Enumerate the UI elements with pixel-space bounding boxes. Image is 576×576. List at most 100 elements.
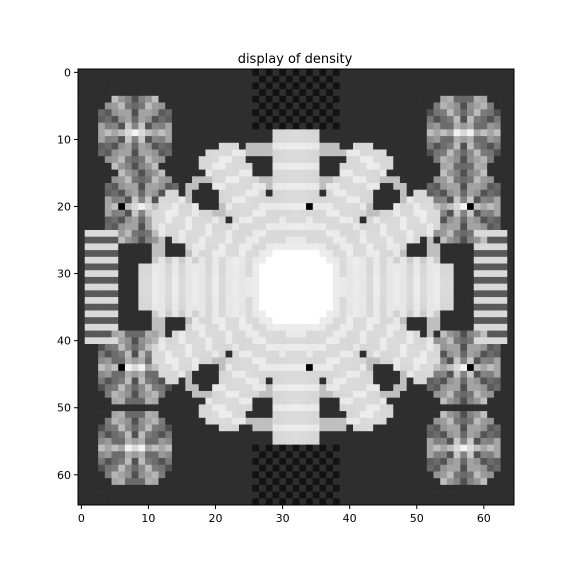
heatmap-cell	[124, 390, 133, 399]
heatmap-cell	[366, 357, 374, 365]
heatmap-cell	[91, 256, 99, 264]
heatmap-cell	[145, 357, 153, 365]
heatmap-cell	[346, 142, 354, 150]
heatmap-cell	[138, 102, 146, 110]
heatmap-cell	[467, 75, 475, 83]
heatmap-cell	[493, 411, 501, 419]
heatmap-cell	[413, 310, 421, 318]
heatmap-cell	[406, 156, 414, 164]
heatmap-cell	[366, 229, 374, 238]
heatmap-cell	[205, 89, 213, 97]
heatmap-cell	[212, 498, 220, 506]
heatmap-cell	[285, 283, 293, 291]
heatmap-cell	[460, 417, 468, 425]
heatmap-cell	[346, 203, 354, 211]
heatmap-cell	[393, 290, 401, 298]
heatmap-cell	[205, 216, 213, 224]
heatmap-cell	[366, 263, 374, 271]
heatmap-cell	[285, 122, 293, 130]
heatmap-cell	[507, 270, 515, 278]
heatmap-cell	[339, 115, 347, 124]
heatmap-cell	[460, 431, 468, 439]
heatmap-cell	[306, 484, 314, 492]
heatmap-cell	[426, 109, 434, 117]
heatmap-cell	[413, 169, 421, 177]
heatmap-cell	[158, 310, 166, 318]
heatmap-cell	[393, 458, 401, 466]
heatmap-cell	[104, 115, 112, 124]
heatmap-cell	[91, 156, 99, 164]
heatmap-cell	[145, 256, 153, 264]
heatmap-cell	[507, 196, 515, 204]
heatmap-cell	[245, 390, 253, 399]
heatmap-cell	[366, 390, 374, 399]
heatmap-cell	[131, 397, 139, 405]
heatmap-cell	[379, 196, 387, 204]
heatmap-cell	[446, 109, 454, 117]
heatmap-cell	[84, 115, 92, 124]
heatmap-cell	[279, 229, 287, 238]
heatmap-cell	[393, 89, 401, 97]
heatmap-cell	[339, 189, 347, 197]
heatmap-cell	[218, 498, 226, 506]
heatmap-cell	[84, 357, 92, 365]
heatmap-cell	[306, 162, 314, 170]
heatmap-cell	[151, 491, 159, 499]
heatmap-cell	[453, 357, 461, 365]
heatmap-cell	[346, 209, 354, 217]
heatmap-cell	[359, 357, 367, 365]
heatmap-cell	[460, 256, 468, 264]
heatmap-cell	[379, 411, 387, 419]
heatmap-cell	[225, 183, 233, 191]
heatmap-cell	[460, 102, 468, 110]
heatmap-cell	[493, 323, 501, 331]
heatmap-cell	[413, 142, 421, 150]
heatmap-cell	[366, 115, 374, 124]
heatmap-cell	[393, 404, 401, 412]
heatmap-cell	[326, 203, 334, 211]
heatmap-cell	[467, 317, 475, 325]
heatmap-cell	[339, 404, 347, 412]
heatmap-cell	[480, 250, 488, 258]
heatmap-cell	[493, 189, 501, 197]
heatmap-cell	[339, 323, 347, 331]
heatmap-cell	[104, 236, 112, 244]
heatmap-cell	[238, 323, 247, 331]
heatmap-cell	[252, 370, 260, 378]
heatmap-cell	[353, 129, 361, 137]
heatmap-cell	[138, 183, 146, 191]
heatmap-cell	[473, 89, 481, 97]
heatmap-cell	[111, 451, 119, 459]
heatmap-cell	[319, 471, 327, 479]
heatmap-cell	[493, 149, 501, 157]
heatmap-cell	[507, 250, 515, 258]
heatmap-cell	[366, 411, 374, 419]
heatmap-cell	[346, 397, 354, 405]
heatmap-cell	[232, 384, 240, 392]
heatmap-cell	[487, 417, 495, 425]
heatmap-cell	[420, 136, 428, 144]
heatmap-cell	[366, 176, 374, 184]
heatmap-cell	[212, 417, 220, 425]
heatmap-cell	[473, 397, 481, 405]
heatmap-cell	[145, 283, 153, 291]
heatmap-cell	[205, 310, 213, 318]
heatmap-cell	[487, 196, 495, 204]
heatmap-cell	[373, 136, 381, 144]
heatmap-cell	[185, 431, 193, 439]
heatmap-cell	[406, 484, 414, 492]
heatmap-cell	[145, 397, 153, 405]
heatmap-cell	[433, 417, 441, 425]
heatmap-cell	[192, 69, 200, 77]
heatmap-cell	[111, 156, 119, 164]
heatmap-cell	[507, 437, 515, 445]
heatmap-cell	[232, 444, 240, 452]
heatmap-cell	[500, 122, 508, 130]
heatmap-cell	[131, 209, 139, 217]
heatmap-cell	[232, 196, 240, 204]
heatmap-cell	[185, 209, 193, 217]
heatmap-cell	[480, 330, 488, 338]
heatmap-cell	[319, 270, 327, 278]
heatmap-cell	[138, 149, 146, 157]
heatmap-cell	[319, 424, 327, 432]
